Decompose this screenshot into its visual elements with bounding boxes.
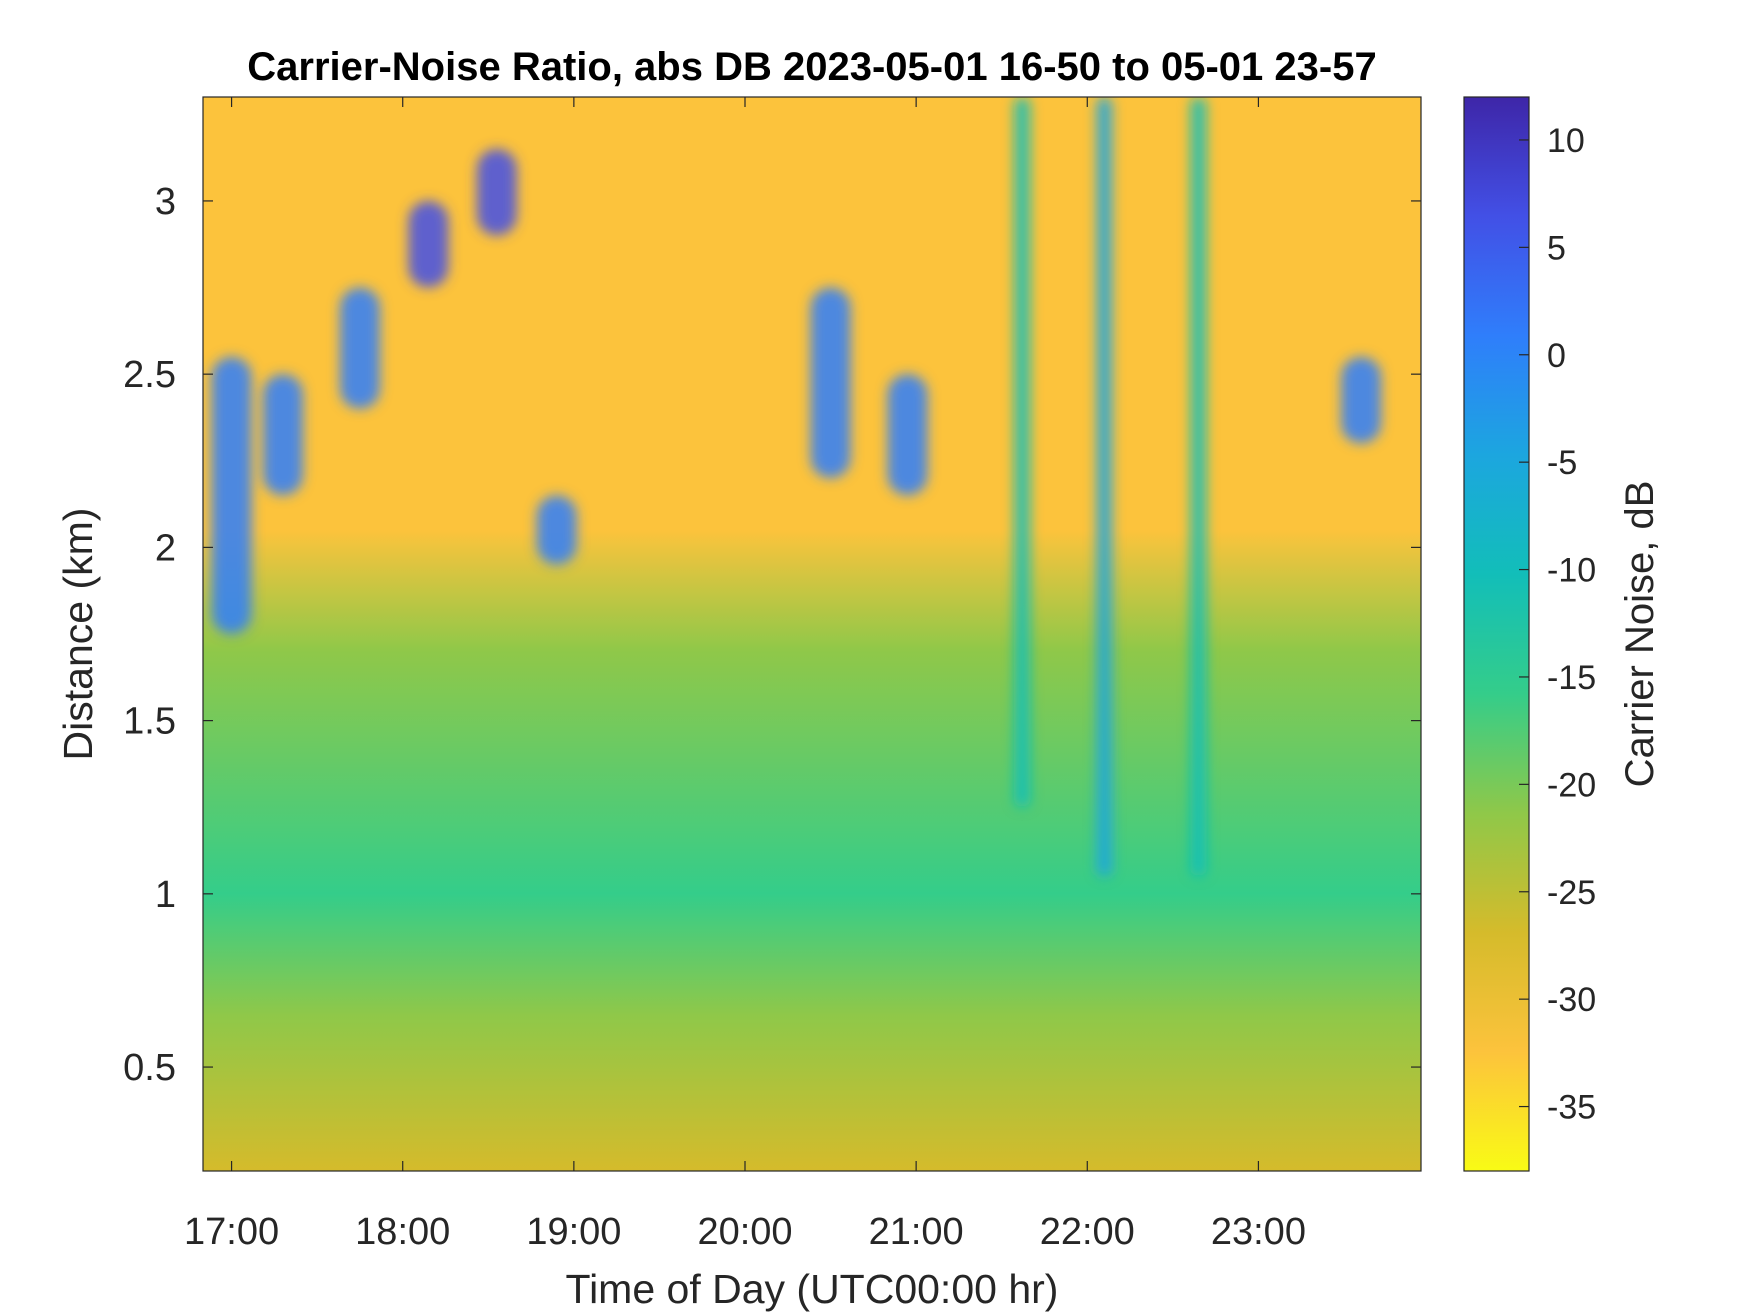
x-tick-label: 21:00 — [869, 1211, 964, 1253]
colorbar-fill — [1464, 97, 1529, 1171]
colorbar-tick-label: -35 — [1547, 1089, 1596, 1127]
cloud-feature — [339, 287, 380, 409]
x-tick-label: 23:00 — [1211, 1211, 1306, 1253]
heatmap-base — [203, 97, 1421, 1171]
cloud-feature — [1190, 97, 1207, 877]
colorbar-tick-label: -5 — [1547, 444, 1577, 482]
cloud-feature — [1096, 97, 1113, 877]
x-tick-label: 22:00 — [1040, 1211, 1135, 1253]
colorbar-tick-label: 5 — [1547, 229, 1566, 267]
cloud-feature — [810, 287, 851, 479]
y-tick-label: 0.5 — [123, 1047, 176, 1089]
x-tick-label: 18:00 — [355, 1211, 450, 1253]
cloud-feature — [1341, 356, 1382, 444]
colorbar-tick-label: 10 — [1547, 122, 1585, 160]
cloud-feature — [1014, 97, 1031, 808]
x-axis-ticks: 17:00 18:00 19:00 20:00 21:00 22:00 23:00 — [184, 97, 1306, 1253]
cloud-feature — [408, 200, 449, 288]
cloud-feature — [476, 148, 517, 236]
y-tick-label: 3 — [155, 181, 176, 223]
colorbar-tick-label: -20 — [1547, 766, 1596, 804]
x-tick-label: 17:00 — [184, 1211, 279, 1253]
x-tick-label: 19:00 — [526, 1211, 621, 1253]
cloud-feature-layer — [211, 97, 1382, 877]
cloud-feature — [536, 495, 577, 565]
y-axis-ticks: 0.5 1 1.5 2 2.5 3 — [123, 181, 1421, 1089]
x-tick-label: 20:00 — [697, 1211, 792, 1253]
colorbar: 10 5 0 -5 -10 -15 -20 -25 -30 -35 Carrier Noise, … — [1463, 96, 1662, 1172]
x-axis-label: Time of Day (UTC00:00 hr) — [566, 1266, 1059, 1312]
cloud-feature — [887, 374, 928, 496]
colorbar-tick-label: -25 — [1547, 874, 1596, 912]
y-tick-label: 2.5 — [123, 354, 176, 396]
plot-frame — [202, 96, 1422, 1172]
colorbar-tick-label: -15 — [1547, 659, 1596, 697]
colorbar-tick-label: 0 — [1547, 337, 1566, 375]
chart-title: Carrier-Noise Ratio, abs DB 2023-05-01 1… — [247, 45, 1376, 89]
y-tick-label: 2 — [155, 527, 176, 569]
colorbar-tick-label: -10 — [1547, 552, 1596, 590]
cloud-feature — [211, 356, 252, 634]
y-tick-label: 1 — [155, 874, 176, 916]
colorbar-tick-label: -30 — [1547, 981, 1596, 1019]
colorbar-ticks: 10 5 0 -5 -10 -15 -20 -25 -30 -35 — [1519, 122, 1596, 1127]
heatmap-area — [203, 97, 1421, 1171]
colorbar-frame — [1463, 96, 1530, 1172]
cloud-feature — [262, 374, 303, 496]
colorbar-label: Carrier Noise, dB — [1618, 481, 1662, 788]
y-tick-label: 1.5 — [123, 701, 176, 743]
y-axis-label: Distance (km) — [55, 508, 101, 761]
